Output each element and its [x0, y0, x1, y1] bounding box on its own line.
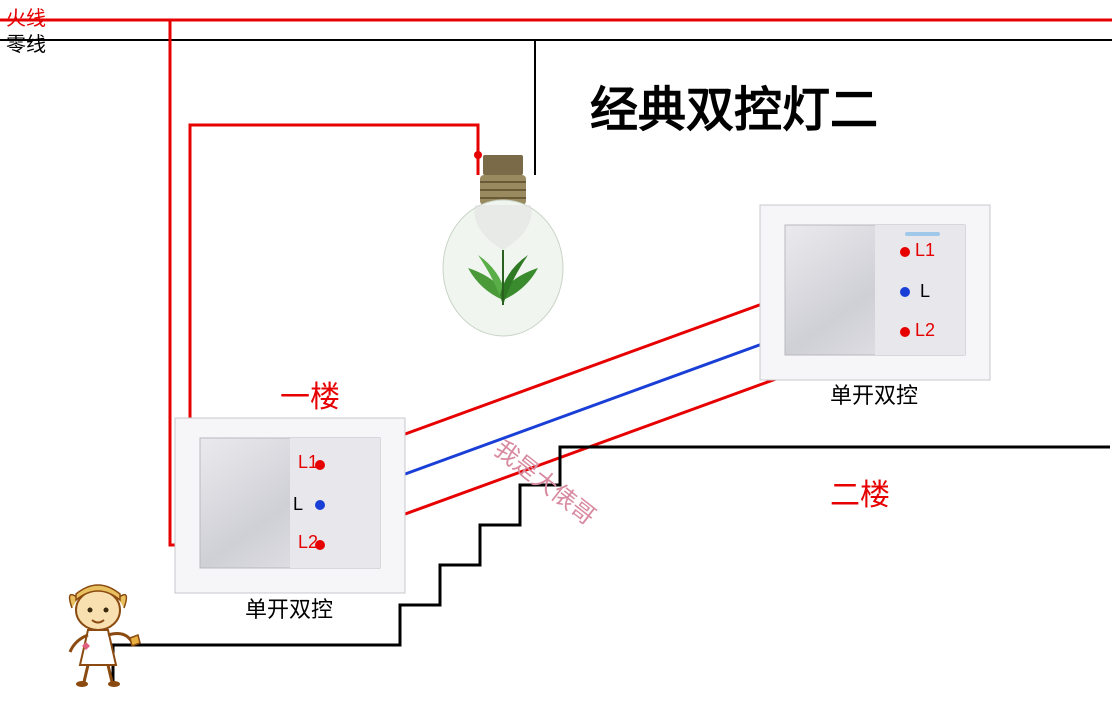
wiring-diagram — [0, 0, 1112, 706]
switch1-floor: 一楼 — [280, 372, 340, 416]
sw2-L2: L2 — [915, 320, 935, 341]
diagram-title: 经典双控灯二 — [590, 70, 878, 140]
switch-1 — [175, 418, 405, 593]
sw2-L1: L1 — [915, 240, 935, 261]
switch1-caption: 单开双控 — [245, 592, 333, 624]
switch-2 — [760, 205, 990, 380]
live-label: 火线 — [6, 2, 46, 31]
switch2-floor: 二楼 — [830, 470, 890, 514]
switch2-caption: 单开双控 — [830, 378, 918, 410]
sw2-L: L — [920, 281, 930, 302]
sw1-L1: L1 — [298, 452, 318, 473]
sw1-L2: L2 — [298, 532, 318, 553]
child-cartoon — [70, 585, 140, 687]
neutral-label: 零线 — [6, 28, 46, 57]
sw1-L: L — [293, 494, 303, 515]
lightbulb — [443, 155, 563, 336]
